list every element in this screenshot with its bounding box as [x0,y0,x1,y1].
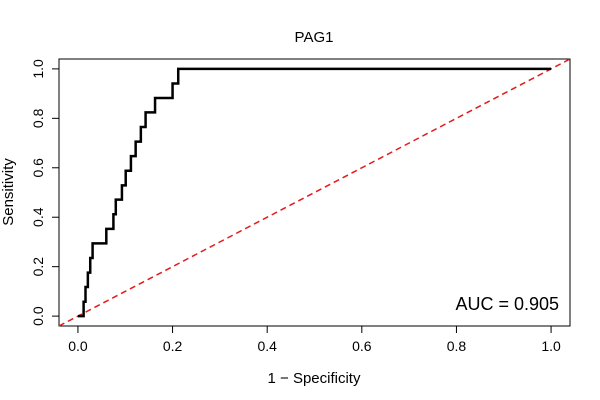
x-tick-label: 0.6 [352,338,372,354]
y-tick-label: 0.0 [30,306,46,326]
y-tick-label: 0.6 [30,158,46,178]
y-tick-label: 0.2 [30,257,46,277]
y-axis: 0.0 0.2 0.4 0.6 0.8 1.0 [30,59,60,326]
y-tick-label: 0.8 [30,108,46,128]
y-tick-label: 0.4 [30,207,46,227]
x-tick-label: 1.0 [541,338,561,354]
x-tick-label: 0.0 [68,338,88,354]
x-tick-label: 0.8 [447,338,467,354]
y-tick-label: 1.0 [30,59,46,79]
auc-annotation: AUC = 0.905 [455,294,559,314]
reference-diagonal-line [58,58,571,327]
x-axis-title: 1 − Specificity [268,370,361,387]
x-tick-label: 0.4 [257,338,277,354]
series-layer [58,58,571,327]
x-tick-label: 0.2 [163,338,183,354]
x-axis: 0.0 0.2 0.4 0.6 0.8 1.0 [68,325,561,354]
chart-title: PAG1 [295,29,334,46]
roc-curve [77,67,552,318]
y-axis-title: Sensitivity [0,158,17,226]
